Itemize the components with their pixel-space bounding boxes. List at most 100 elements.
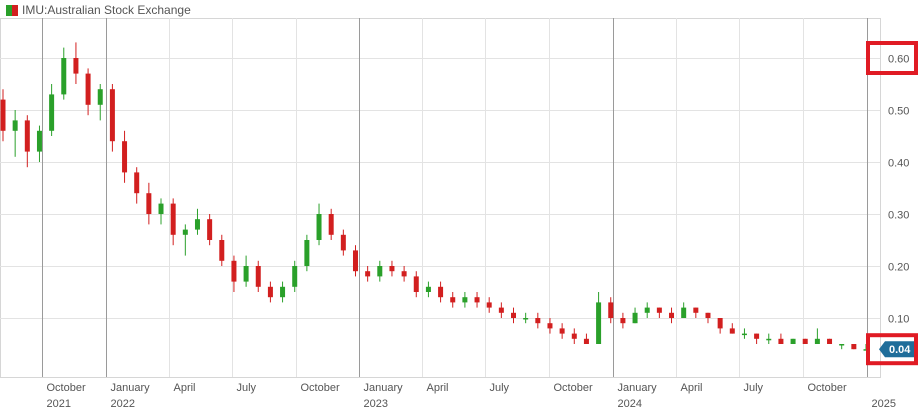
candle-body xyxy=(194,219,200,230)
candle xyxy=(182,224,188,256)
candle-body xyxy=(644,307,650,313)
candle-body xyxy=(498,307,504,313)
chart-grid xyxy=(0,18,881,378)
y-tick-label: 0.40 xyxy=(888,158,909,170)
candle-body xyxy=(12,120,18,131)
candle-body xyxy=(377,266,383,277)
candle xyxy=(109,84,115,152)
candle-body xyxy=(608,302,614,318)
candle xyxy=(194,208,200,235)
candle xyxy=(754,333,760,344)
highlight-box-tick xyxy=(866,41,918,75)
candle xyxy=(462,292,468,308)
candle xyxy=(693,307,699,318)
x-tick-label: July xyxy=(237,382,257,394)
candle-body xyxy=(109,89,115,142)
candle-body xyxy=(438,286,444,298)
candle xyxy=(583,333,589,344)
candle xyxy=(304,234,310,272)
candle xyxy=(729,323,735,334)
y-tick-label: 0.60 xyxy=(888,54,909,66)
candle-body xyxy=(450,297,456,303)
candle xyxy=(219,234,225,266)
plot-frame xyxy=(0,18,881,378)
candle-body xyxy=(693,307,699,313)
candle-body xyxy=(122,141,128,173)
candle-body xyxy=(669,312,675,318)
candlestick-series xyxy=(0,42,869,351)
x-tick-year: 2021 xyxy=(47,398,71,410)
candle-body xyxy=(280,286,286,298)
x-tick-label: April xyxy=(174,382,196,394)
price-overlay: 0.04 xyxy=(866,41,918,366)
candle-body xyxy=(413,276,419,292)
legend-swatch-down xyxy=(12,4,18,16)
candle xyxy=(571,328,577,344)
chart-legend: IMU:Australian Stock Exchange xyxy=(6,2,191,18)
candle-body xyxy=(170,203,176,235)
candle xyxy=(61,47,67,100)
candle xyxy=(85,68,91,116)
candle xyxy=(170,198,176,246)
candle xyxy=(632,307,638,324)
candle xyxy=(340,229,346,256)
candle-body xyxy=(851,344,857,350)
candle-body xyxy=(292,266,298,287)
candle xyxy=(802,338,808,344)
candle xyxy=(377,260,383,282)
candle xyxy=(24,115,30,168)
candle-body xyxy=(304,240,310,266)
x-tick-year: 2025 xyxy=(872,398,896,410)
x-tick-label: October xyxy=(47,382,86,394)
candle xyxy=(0,89,6,142)
candle xyxy=(134,167,140,204)
candle-body xyxy=(401,271,407,277)
candle xyxy=(97,84,103,121)
candle-body xyxy=(766,338,772,341)
candle xyxy=(766,333,772,344)
x-tick-label: October xyxy=(808,382,847,394)
candle xyxy=(608,297,614,324)
candle-body xyxy=(158,203,164,214)
candle-body xyxy=(97,89,103,105)
y-tick-label: 0.10 xyxy=(888,314,909,326)
candle xyxy=(231,255,237,292)
candle-body xyxy=(814,338,820,344)
candle-body xyxy=(547,323,553,329)
candle-body xyxy=(389,266,395,272)
candle xyxy=(547,318,553,334)
candle-body xyxy=(717,318,723,329)
candle-body xyxy=(134,172,140,194)
candle-body xyxy=(267,286,273,298)
x-tick-year: 2022 xyxy=(111,398,135,410)
candle xyxy=(741,328,747,339)
candle-body xyxy=(827,338,833,344)
candle-body xyxy=(571,333,577,339)
candle-body xyxy=(316,214,322,240)
candle-body xyxy=(207,219,213,240)
candle xyxy=(681,302,687,318)
x-tick-year: 2024 xyxy=(618,398,642,410)
candle-body xyxy=(596,302,602,344)
candle xyxy=(365,266,371,282)
candle xyxy=(292,260,298,292)
candle-body xyxy=(729,328,735,334)
candle xyxy=(146,182,152,225)
candle-body xyxy=(255,266,261,287)
candle xyxy=(243,255,249,287)
candle xyxy=(352,245,358,277)
candle xyxy=(425,281,431,298)
candle-body xyxy=(328,214,334,235)
current-price-tag xyxy=(879,341,914,358)
x-tick-year: 2023 xyxy=(364,398,388,410)
candle xyxy=(827,338,833,344)
candle-body xyxy=(656,307,662,313)
candle-body xyxy=(462,297,468,303)
candle xyxy=(486,297,492,313)
candle-body xyxy=(146,193,152,214)
candle xyxy=(851,344,857,350)
candle xyxy=(316,203,322,246)
candle-body xyxy=(219,240,225,261)
candle-body xyxy=(790,338,796,344)
